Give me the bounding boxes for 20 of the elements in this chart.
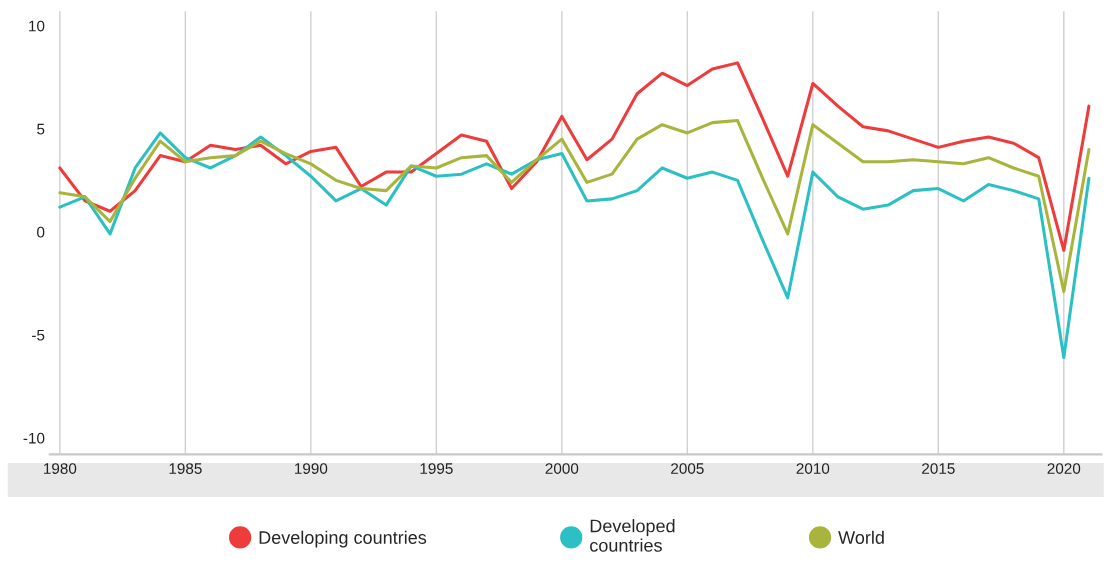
x-tick-label: 2015 [922,463,955,474]
y-tick-label: -10 [23,432,45,444]
y-tick-label: -5 [32,329,45,341]
y-tick-label: 0 [37,226,45,238]
x-tick-label: 1995 [420,463,453,474]
line-series [58,131,1091,360]
x-tick-label: 1990 [295,463,328,474]
x-tick-label: 1980 [44,463,77,474]
x-tick-label: 2020 [1047,463,1081,474]
y-tick-label: 5 [37,123,45,135]
legend-label: World [838,530,884,544]
legend-label: Developed countries [590,519,675,552]
x-tick-label: 2005 [671,463,704,474]
legend-label: Developing countries [259,530,427,548]
y-tick-label: 10 [29,20,45,32]
x-tick-label: 2010 [796,463,830,474]
x-tick-label: 2000 [545,463,579,474]
x-tick-label: 1985 [169,463,202,474]
line-series [58,119,1091,294]
line-series [58,61,1091,252]
